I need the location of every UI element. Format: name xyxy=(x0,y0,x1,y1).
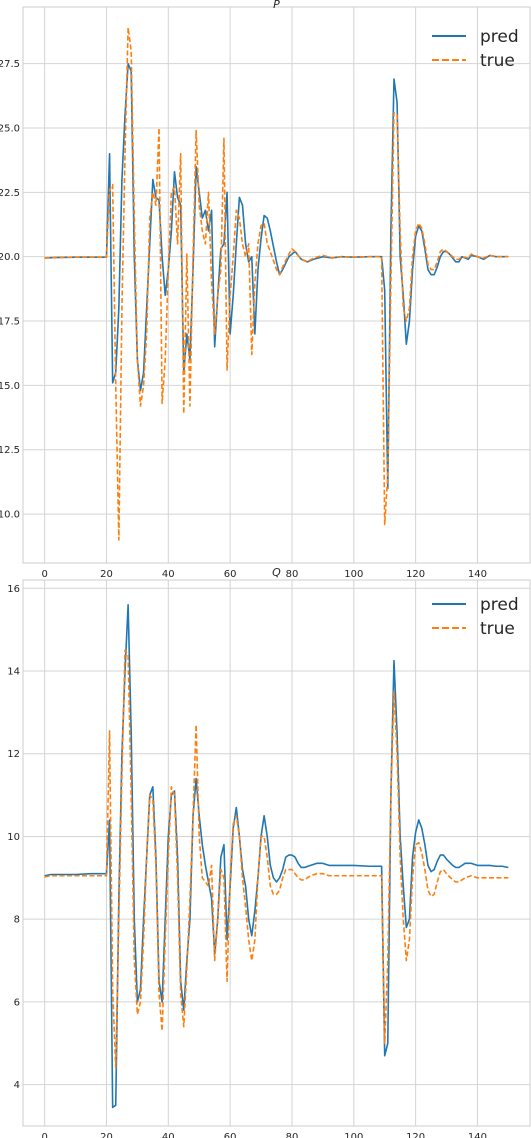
x-tick-labels-q: 0 20 40 60 80 100 120 140 xyxy=(41,1132,487,1138)
x-tick-label-p: 120 xyxy=(406,569,425,580)
x-tick-label-q: 140 xyxy=(468,1132,487,1138)
y-tick-label-q: 14 xyxy=(7,667,20,678)
y-tick-label-q: 4 xyxy=(14,1080,20,1091)
x-tick-label-p: 20 xyxy=(100,569,113,580)
y-tick-label-p: 12.5 xyxy=(0,445,20,456)
x-tick-label-q: 80 xyxy=(286,1132,299,1138)
y-tick-label-q: 12 xyxy=(7,749,20,760)
x-tick-label-p: 100 xyxy=(344,569,363,580)
x-tick-label-q: 120 xyxy=(406,1132,425,1138)
y-tick-label-p: 25.0 xyxy=(0,123,20,134)
y-tick-label-q: 16 xyxy=(7,584,20,595)
y-tick-label-p: 10.0 xyxy=(0,510,20,521)
y-tick-label-q: 10 xyxy=(7,832,20,843)
legend-label-pred-p: pred xyxy=(480,27,519,47)
plot-area-p xyxy=(22,6,531,564)
y-tick-labels-q: 4 6 8 10 12 14 16 xyxy=(7,584,20,1091)
x-tick-labels-p: 0 20 40 60 80 100 120 140 xyxy=(41,569,487,580)
legend-label-true-q: true xyxy=(480,619,515,639)
legend-p: pred true xyxy=(432,27,519,71)
x-tick-label-q: 40 xyxy=(162,1132,175,1138)
x-tick-label-q: 60 xyxy=(224,1132,237,1138)
plot-area-q xyxy=(22,579,531,1127)
y-tick-label-q: 6 xyxy=(14,997,20,1008)
x-tick-label-q: 20 xyxy=(100,1132,113,1138)
series-line-true-q xyxy=(44,649,509,1069)
y-tick-label-p: 17.5 xyxy=(0,317,20,328)
x-tick-label-q: 0 xyxy=(41,1132,47,1138)
series-lines-q xyxy=(44,604,509,1109)
legend-label-true-p: true xyxy=(480,51,515,71)
x-tick-label-q: 100 xyxy=(344,1132,363,1138)
x-tick-label-p: 60 xyxy=(224,569,237,580)
y-tick-label-p: 20.0 xyxy=(0,252,20,263)
chart-title-q: Q xyxy=(272,566,281,579)
y-gridlines-q xyxy=(23,587,530,1086)
chart-title-p: P xyxy=(273,0,280,11)
y-tick-labels-p: 10.0 12.5 15.0 17.5 20.0 22.5 25.0 27.5 xyxy=(0,59,20,520)
x-tick-label-p: 0 xyxy=(41,569,47,580)
series-lines-p xyxy=(44,26,509,541)
chart-p: 0 20 40 60 80 100 120 140 10.0 12.5 15.0 17.5 20.0 2… xyxy=(0,0,531,580)
legend-q: pred true xyxy=(432,595,519,639)
x-tick-label-p: 80 xyxy=(286,569,299,580)
y-tick-label-q: 8 xyxy=(14,915,20,926)
chart-q: 0 20 40 60 80 100 120 140 4 6 8 10 12 14 16 Q pred tr… xyxy=(7,566,531,1138)
y-tick-label-p: 27.5 xyxy=(0,59,20,70)
y-tick-label-p: 22.5 xyxy=(0,188,20,199)
x-tick-label-p: 40 xyxy=(162,569,175,580)
x-tick-label-p: 140 xyxy=(468,569,487,580)
series-line-true-p xyxy=(44,26,509,541)
y-gridlines-p xyxy=(23,63,530,515)
legend-label-pred-q: pred xyxy=(480,595,519,615)
y-tick-label-p: 15.0 xyxy=(0,381,20,392)
